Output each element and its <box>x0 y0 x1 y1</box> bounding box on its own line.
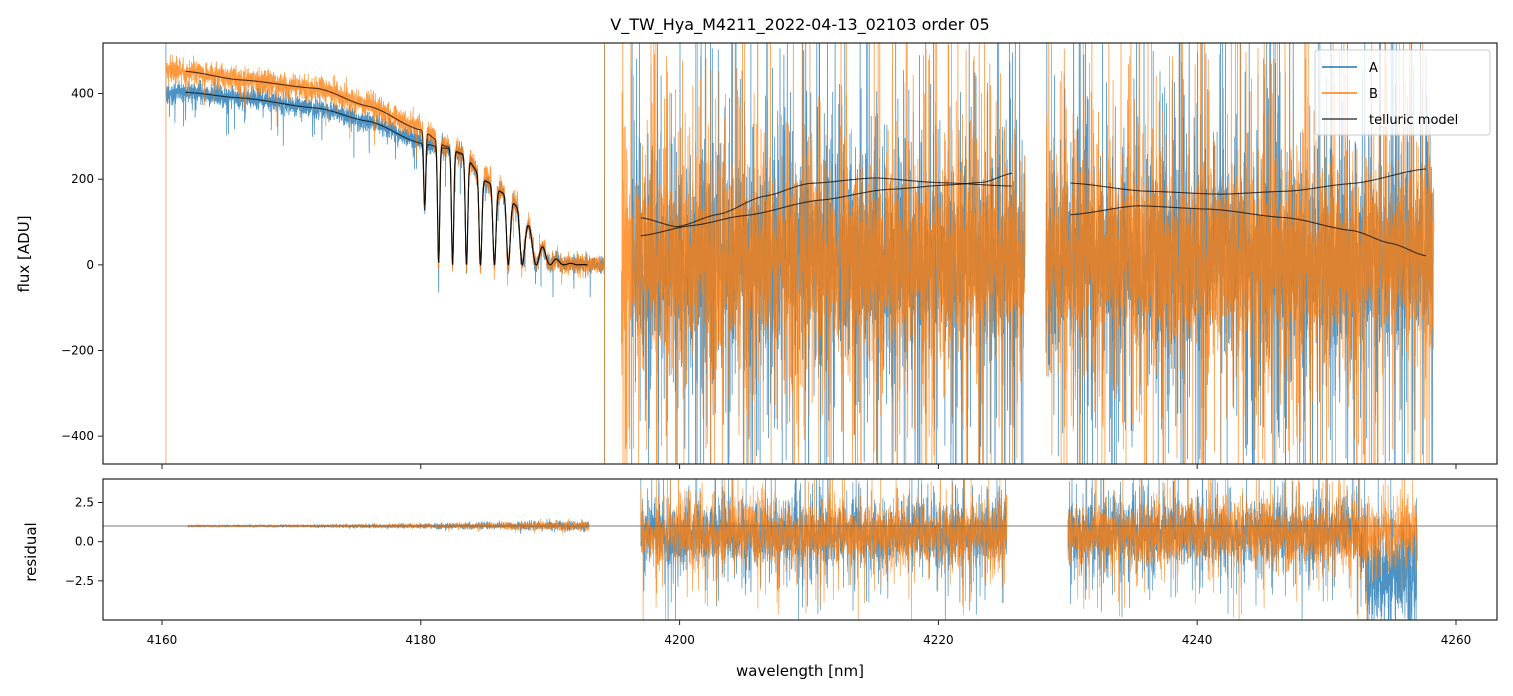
telluric-model-curve-5 <box>1070 168 1427 195</box>
flux-panel: 400 200 0 −200 −400 flux [ADU] <box>15 42 1498 469</box>
flux-ytick-label: 400 <box>71 87 94 101</box>
residual-series-b <box>187 479 1418 620</box>
residual-ylabel: residual <box>22 522 40 581</box>
legend-box <box>1314 49 1491 136</box>
flux-ytick-label: 0 <box>86 258 94 272</box>
series-b-segment-3 <box>1045 43 1435 464</box>
legend-label-b: B <box>1369 87 1378 102</box>
legend-label-a: A <box>1369 61 1378 76</box>
telluric-model-curve-4 <box>640 172 1013 237</box>
residual-b-segment-3 <box>1067 479 1418 620</box>
telluric-model-curve-6 <box>1070 205 1426 257</box>
legend: A B telluric model <box>1314 49 1491 136</box>
series-b <box>165 43 1435 464</box>
telluric-model <box>185 70 1427 266</box>
legend-label-telluric-model: telluric model <box>1369 113 1458 128</box>
residual-axes-frame <box>102 478 1498 621</box>
flux-ylabel: flux [ADU] <box>15 215 33 292</box>
residual-b-segment-1 <box>187 518 590 535</box>
xtick-label: 4200 <box>664 633 695 647</box>
xlabel: wavelength [nm] <box>736 662 864 680</box>
xtick-label: 4260 <box>1441 633 1472 647</box>
series-b-segment-2 <box>621 43 1026 464</box>
flux-axes-frame <box>102 42 1498 465</box>
flux-ytick-label: −200 <box>61 344 94 358</box>
xtick-label: 4160 <box>147 633 178 647</box>
xtick-label: 4240 <box>1182 633 1213 647</box>
telluric-model-curve-2 <box>185 70 588 266</box>
residual-panel: 4160 4180 4200 4220 4240 4260 2.5 0.0 −2.5 resid… <box>22 478 1498 647</box>
xtick-label: 4220 <box>923 633 954 647</box>
flux-ytick-label: 200 <box>71 172 94 186</box>
residual-ytick-label: 2.5 <box>75 496 94 510</box>
chart-title: V_TW_Hya_M4211_2022-04-13_02103 order 05 <box>610 15 989 35</box>
residual-ytick-label: 0.0 <box>75 535 94 549</box>
xtick-label: 4180 <box>406 633 437 647</box>
residual-ytick-label: −2.5 <box>65 574 94 588</box>
telluric-model-curve-3 <box>640 177 1012 228</box>
flux-ytick-label: −400 <box>61 429 94 443</box>
residual-b-segment-2 <box>640 479 1008 620</box>
